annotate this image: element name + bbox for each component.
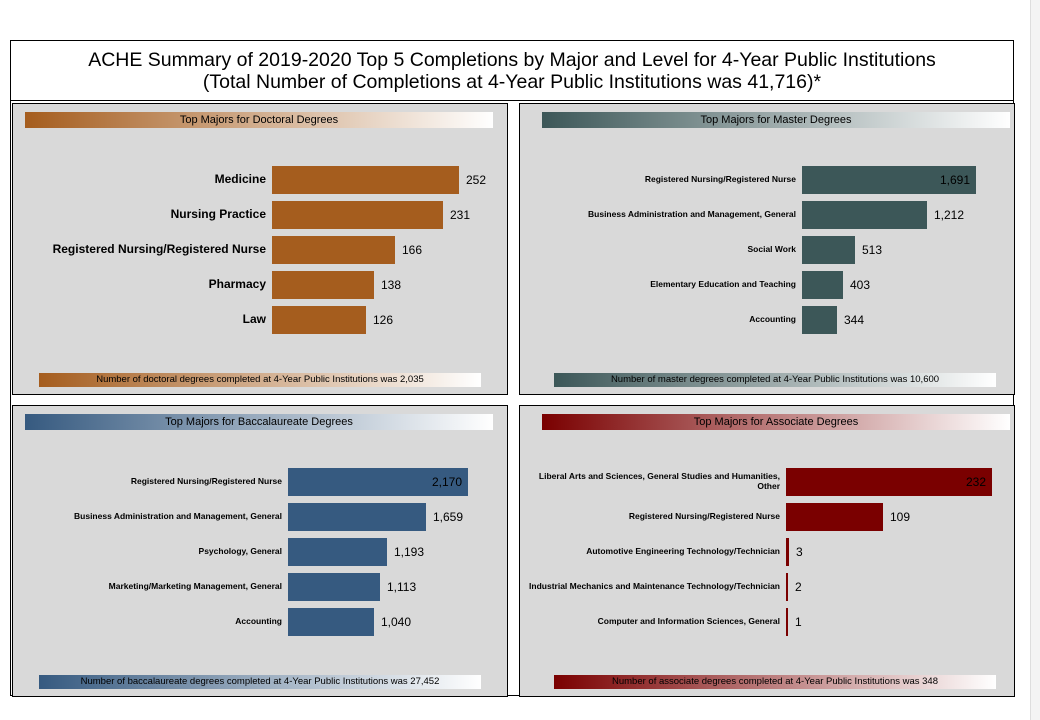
bar-category-label: Social Work [747,244,797,255]
master-degrees-panel: Top Majors for Master Degrees Number of m… [519,103,1015,395]
bar [802,306,837,334]
bar [272,271,374,299]
bar-category-label: Accounting [749,314,796,325]
bar-value-label: 1,691 [939,173,970,187]
bar-category-label: Marketing/Marketing Management, General [108,581,282,592]
bar-category-label: Liberal Arts and Sciences, General Studi… [538,471,780,491]
bar-category-label: Business Administration and Management, … [74,511,282,522]
bar-category-label: Accounting [235,616,282,627]
bar [786,468,992,496]
bar-category-label: Registered Nursing/Registered Nurse [644,174,796,185]
page-scrollbar[interactable] [1030,0,1040,720]
panel-total-note: Number of master degrees completed at 4-… [554,373,996,387]
bar-value-label: 3 [796,545,803,559]
bar-value-label: 138 [381,278,402,292]
bar-category-label: Medicine [214,172,266,187]
bar-category-label: Business Administration and Management, … [588,209,796,220]
bar-value-label: 1,040 [381,615,412,629]
bar-category-label: Computer and Information Sciences, Gener… [597,616,780,627]
bar [802,271,843,299]
bar-value-label: 232 [965,475,986,489]
panel-title: Top Majors for Master Degrees [542,112,1010,128]
bar-category-label: Pharmacy [208,277,266,292]
associate-degrees-panel: Top Majors for Associate Degrees Number o… [519,405,1015,697]
bar [272,201,443,229]
bar-value-label: 1,212 [934,208,965,222]
bar [272,306,366,334]
bar [802,166,976,194]
bar-category-label: Industrial Mechanics and Maintenance Tec… [529,581,780,592]
summary-frame: ACHE Summary of 2019-2020 Top 5 Completi… [10,40,1015,697]
bar [288,538,387,566]
bar [786,573,788,601]
bar-category-label: Registered Nursing/Registered Nurse [628,511,780,522]
panel-title: Top Majors for Baccalaureate Degrees [25,414,493,430]
bar-value-label: 2,170 [431,475,462,489]
bar-category-label: Elementary Education and Teaching [650,279,796,290]
bar-category-label: Law [242,312,266,327]
bar-category-label: Registered Nursing/Registered Nurse [52,242,266,257]
bar-category-label: Nursing Practice [170,207,266,222]
bar [288,608,374,636]
bar-value-label: 1 [795,615,802,629]
bar-value-label: 2 [795,580,802,594]
bar [786,538,789,566]
baccalaureate-degrees-panel: Top Majors for Baccalaureate Degrees Numb… [12,405,508,697]
panel-title: Top Majors for Associate Degrees [542,414,1010,430]
bar-value-label: 403 [850,278,871,292]
bar-value-label: 344 [844,313,865,327]
bar-value-label: 1,193 [394,545,425,559]
panel-total-note: Number of doctoral degrees completed at … [39,373,481,387]
bar-value-label: 109 [890,510,911,524]
bar-category-label: Registered Nursing/Registered Nurse [130,476,282,487]
bar-value-label: 1,113 [387,580,417,594]
panel-total-note: Number of baccalaureate degrees complete… [39,675,481,689]
bar-value-label: 126 [373,313,394,327]
title-line-2: (Total Number of Completions at 4-Year P… [202,71,822,93]
doctoral-degrees-panel: Top Majors for Doctoral Degrees Number of… [12,103,508,395]
bar [272,166,459,194]
bar-value-label: 252 [466,173,487,187]
bar [272,236,395,264]
bar [802,201,927,229]
bar [288,468,468,496]
panel-total-note: Number of associate degrees completed at… [554,675,996,689]
report-title: ACHE Summary of 2019-2020 Top 5 Completi… [11,41,1013,101]
bar [288,503,426,531]
bar-value-label: 1,659 [433,510,464,524]
bar-category-label: Psychology, General [198,546,282,557]
bar [288,573,380,601]
bar [786,503,883,531]
bar [786,608,788,636]
title-line-1: ACHE Summary of 2019-2020 Top 5 Completi… [88,49,936,71]
bar-value-label: 513 [862,243,883,257]
bar [802,236,855,264]
panel-title: Top Majors for Doctoral Degrees [25,112,493,128]
bar-value-label: 231 [450,208,471,222]
bar-value-label: 166 [402,243,423,257]
bar-category-label: Automotive Engineering Technology/Techni… [586,546,780,557]
